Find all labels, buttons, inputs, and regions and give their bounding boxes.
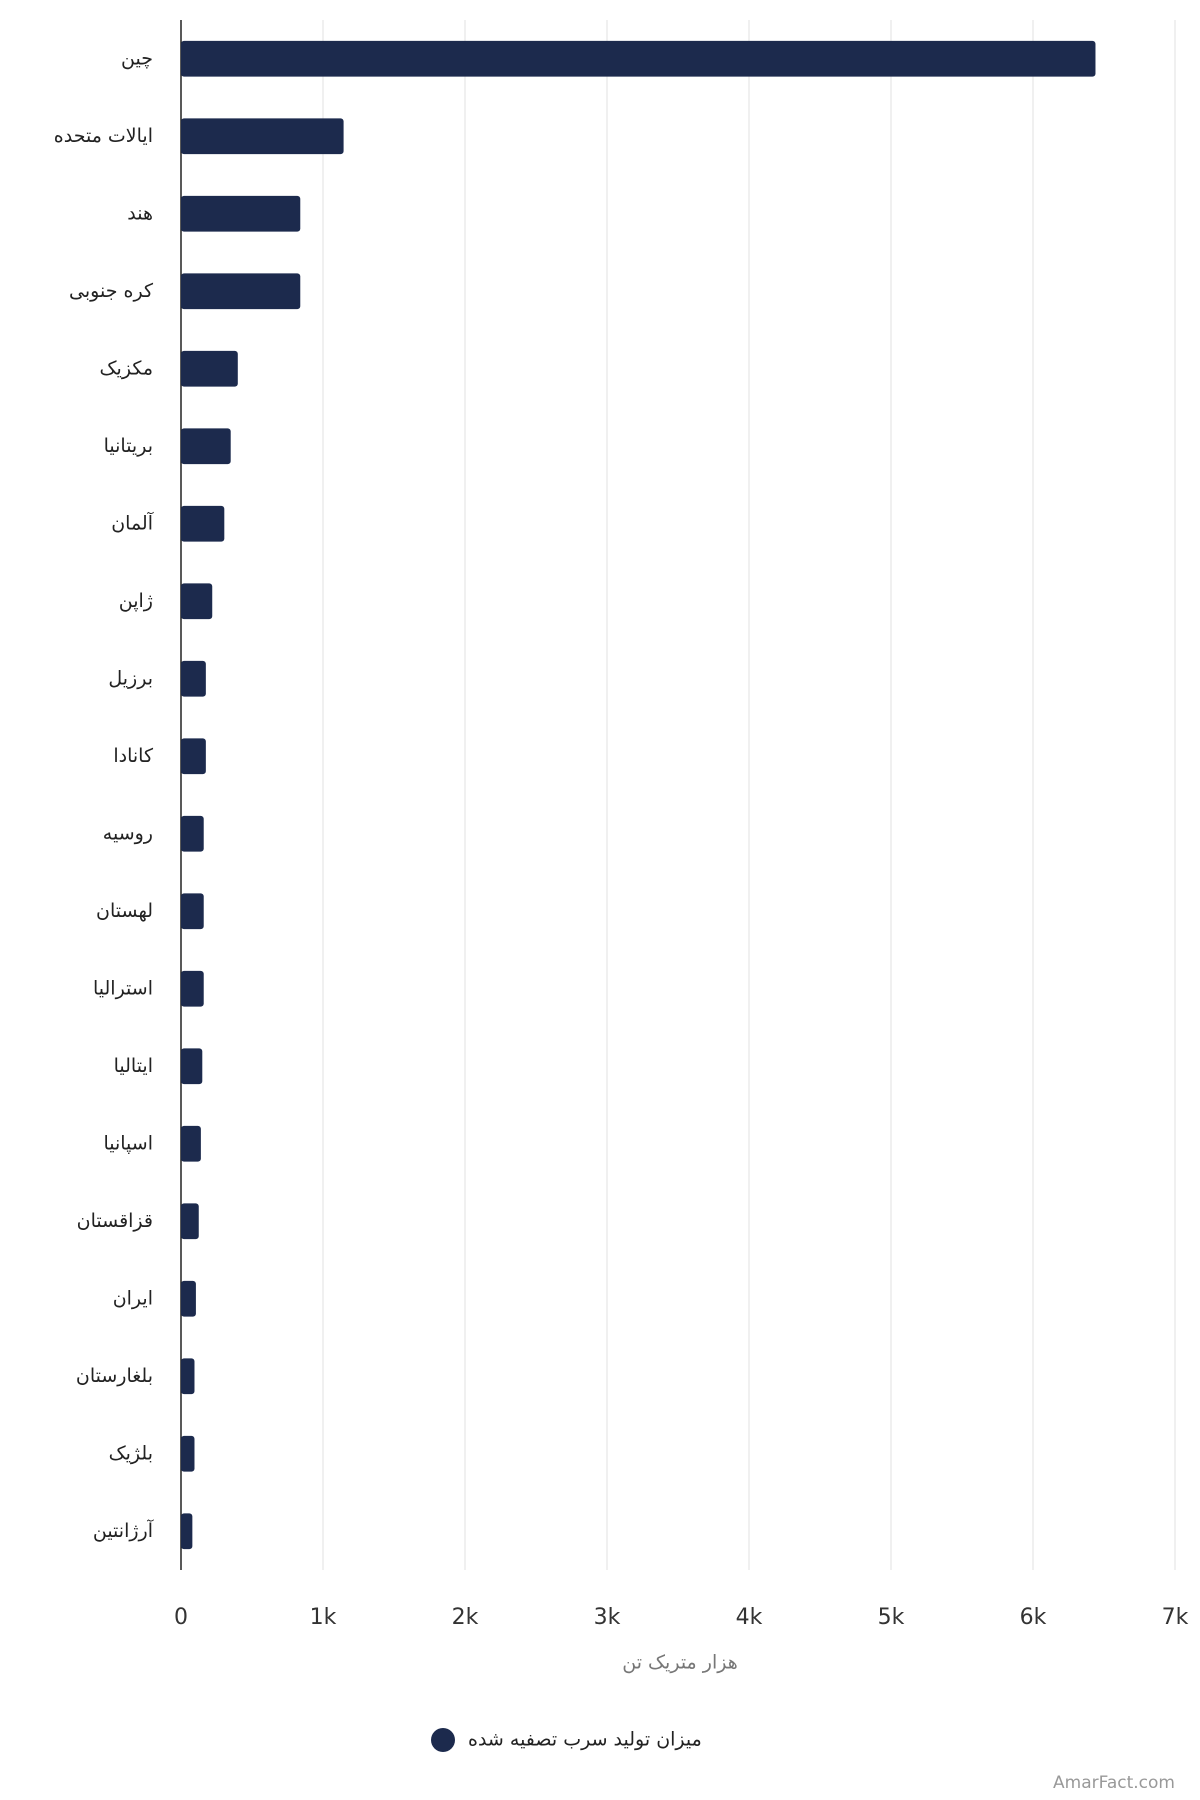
bar — [181, 815, 204, 852]
legend-marker — [431, 1728, 455, 1752]
bar — [181, 1280, 196, 1317]
bar — [181, 1048, 203, 1085]
x-axis-title: هزار متریک تن — [622, 1652, 737, 1674]
x-tick-label: 6k — [1020, 1605, 1047, 1630]
bar — [181, 118, 344, 155]
x-tick-label: 4k — [736, 1605, 763, 1630]
bar — [181, 1435, 195, 1472]
legend-label: میزان تولید سرب تصفیه شده — [468, 1729, 702, 1751]
y-tick-label: هند — [127, 202, 153, 224]
y-tick-label: ایتالیا — [114, 1055, 153, 1077]
x-tick-label: 7k — [1162, 1605, 1189, 1630]
y-tick-label: بلغارستان — [76, 1365, 153, 1387]
bar — [181, 195, 301, 232]
y-tick-label: کره جنوبی — [69, 280, 154, 302]
bar — [181, 1513, 193, 1550]
y-tick-label: قزاقستان — [77, 1210, 153, 1232]
bar — [181, 583, 213, 620]
y-tick-label: اسپانیا — [103, 1132, 153, 1154]
bar — [181, 660, 206, 697]
x-tick-label: 5k — [878, 1605, 905, 1630]
bar — [181, 350, 238, 387]
bar — [181, 1358, 195, 1395]
x-tick-label: 2k — [452, 1605, 479, 1630]
y-tick-label: آلمان — [111, 510, 154, 534]
x-tick-label: 0 — [174, 1605, 188, 1630]
bar — [181, 970, 204, 1007]
watermark: AmarFact.com — [1053, 1773, 1175, 1793]
y-tick-label: مکزیک — [100, 357, 153, 379]
y-tick-label: استرالیا — [93, 977, 153, 999]
y-tick-label: برزیل — [108, 667, 153, 689]
bar — [181, 1125, 201, 1162]
x-tick-label: 3k — [594, 1605, 621, 1630]
y-tick-label: بلژیک — [109, 1442, 153, 1464]
y-tick-label: لهستان — [96, 900, 153, 922]
x-tick-label: 1k — [310, 1605, 337, 1630]
bar — [181, 893, 204, 930]
y-tick-label: ایالات متحده — [54, 125, 153, 147]
y-tick-label: ژاپن — [119, 590, 153, 612]
y-tick-label: بریتانیا — [104, 435, 153, 457]
y-tick-label: آرژانتین — [93, 1518, 154, 1542]
y-tick-label: چین — [121, 47, 153, 69]
y-tick-label: روسیه — [103, 822, 153, 844]
bar — [181, 738, 206, 775]
bar — [181, 428, 231, 465]
bar — [181, 273, 301, 310]
bar — [181, 1203, 199, 1240]
bar — [181, 505, 225, 542]
y-tick-label: کانادا — [113, 745, 154, 767]
bar — [181, 40, 1096, 77]
y-tick-label: ایران — [113, 1287, 153, 1309]
